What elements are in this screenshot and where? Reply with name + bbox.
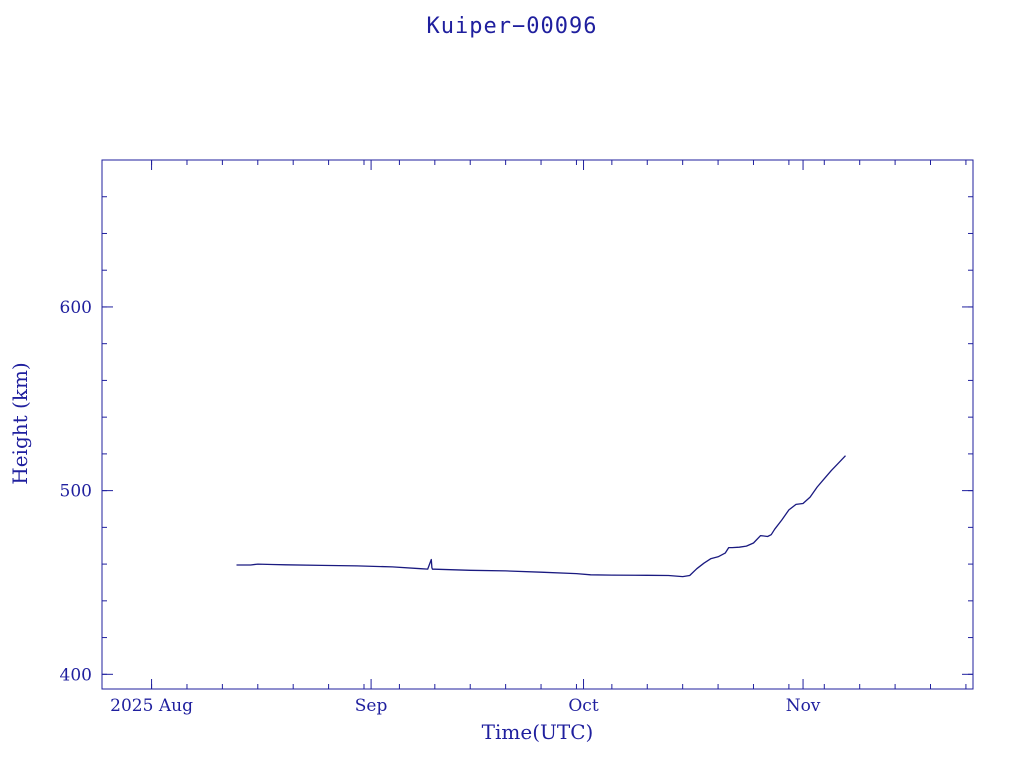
- y-axis-label: Height (km): [8, 362, 32, 484]
- y-tick-label: 500: [60, 482, 92, 502]
- y-tick-label: 400: [60, 665, 92, 685]
- x-tick-label: Nov: [786, 696, 821, 716]
- chart-title: Kuiper−00096: [426, 14, 598, 39]
- labels-layer: 2025 Aug Sep Oct Nov 400 500 600: [60, 298, 821, 716]
- x-axis-label: Time(UTC): [482, 720, 594, 744]
- x-tick-label: Oct: [568, 696, 598, 716]
- x-tick-label: 2025 Aug: [110, 696, 193, 716]
- y-tick-label: 600: [60, 298, 92, 318]
- series-line-height: [236, 455, 846, 578]
- plot-frame: [101, 159, 974, 690]
- x-tick-label: Sep: [355, 696, 388, 716]
- ticks-layer: [102, 160, 973, 689]
